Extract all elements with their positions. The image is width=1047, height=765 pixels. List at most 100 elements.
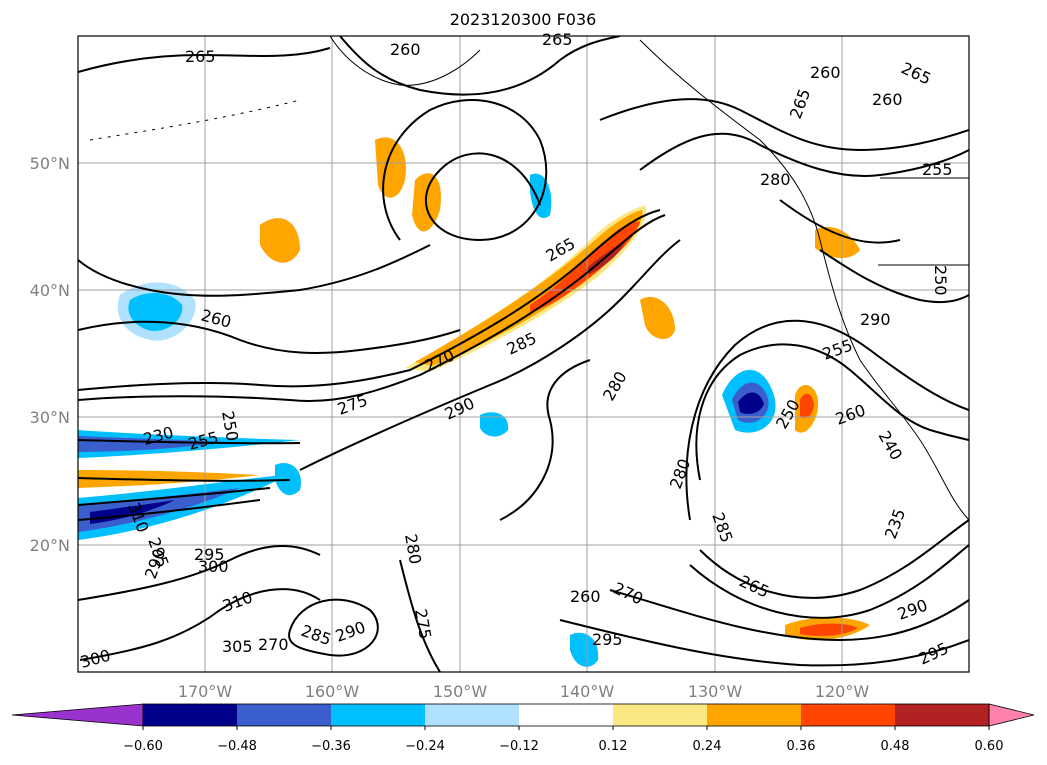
contour-line	[599, 98, 969, 152]
colorbar-tick-label: 0.48	[881, 739, 910, 754]
colorbar-swatch	[237, 704, 332, 726]
colorbar-swatch	[707, 704, 802, 726]
colorbar-tick-label: 0.60	[975, 739, 1004, 754]
colorbar-tick-label: −0.12	[499, 739, 539, 754]
colorbar-frame	[142, 703, 990, 727]
colorbar-swatch	[801, 704, 896, 726]
positive-patch-south-core	[800, 623, 858, 636]
negative-band-south-core	[78, 488, 240, 532]
lat-tick-label: 20°N	[30, 536, 70, 555]
lon-tick-label: 120°W	[815, 682, 870, 701]
figure-title: 2023120300 F036	[450, 10, 597, 29]
contour-label: 295	[592, 630, 623, 649]
colorbar-extend-low	[11, 703, 144, 727]
lat-tick-labels: 50°N 40°N 30°N 20°N	[30, 154, 70, 555]
contour-label: 295	[194, 545, 225, 564]
contour-line	[299, 239, 681, 471]
colorbar-extend-high	[988, 703, 1035, 727]
contour-line	[79, 588, 321, 661]
contour-line	[382, 99, 548, 242]
positive-blob-coast-core	[800, 393, 814, 419]
colorbar-swatch	[895, 704, 990, 726]
contour-label: 270	[258, 635, 289, 654]
contour-label: 300	[198, 557, 229, 576]
positive-shading-inner	[530, 221, 640, 312]
contour-line	[78, 320, 461, 354]
lat-tick-label: 50°N	[30, 154, 70, 173]
colorbar-tick-label: 0.12	[599, 739, 628, 754]
contour-label: 305	[222, 637, 253, 656]
lat-tick-label: 30°N	[30, 408, 70, 427]
contour-line	[779, 199, 901, 244]
contour-label: 255	[922, 160, 953, 179]
negative-blob-offshore-core	[738, 392, 764, 414]
contour-line	[699, 519, 969, 599]
contour-line	[399, 559, 441, 672]
contour-line	[288, 598, 379, 657]
contour-label: 260	[570, 587, 601, 606]
colorbar-tick-label: −0.24	[405, 739, 445, 754]
contour-line	[78, 477, 291, 482]
contour-line	[499, 359, 591, 521]
gridlines	[78, 36, 969, 672]
colorbar-swatch	[613, 704, 708, 726]
contour-label: 260	[810, 63, 841, 82]
contour-label: 290	[860, 310, 891, 329]
contour-line	[78, 487, 271, 506]
map-background	[78, 36, 969, 672]
border-lines	[878, 177, 969, 266]
colorbar-tick-label: 0.36	[787, 739, 816, 754]
coastline-west-coast	[639, 39, 969, 521]
map-frame	[77, 35, 970, 673]
contour-line	[689, 544, 969, 619]
contour-line	[695, 343, 969, 481]
contour-label: 280	[760, 170, 791, 189]
lon-tick-label: 140°W	[560, 682, 615, 701]
contour-label: 265	[542, 30, 573, 49]
contour-line	[78, 439, 301, 445]
contour-line	[78, 209, 661, 391]
colorbar-swatch	[143, 704, 238, 726]
coastline-alaska	[329, 36, 481, 86]
negative-patch-mid	[480, 412, 509, 437]
lat-tick-label: 40°N	[30, 281, 70, 300]
contour-line	[639, 132, 969, 177]
positive-shading-mid	[415, 210, 643, 366]
lon-tick-label: 170°W	[178, 682, 233, 701]
contour-line	[685, 319, 969, 521]
colorbar-swatch	[425, 704, 520, 726]
positive-band-mid	[78, 470, 260, 488]
positive-shading-outer	[405, 205, 647, 372]
contour-label: 265	[185, 47, 216, 66]
lon-tick-label: 130°W	[688, 682, 743, 701]
colorbar-swatch	[519, 704, 614, 726]
contour-line	[819, 249, 969, 304]
map-panel: 265 260 265 260 265 260 255 280 265 260 …	[77, 30, 970, 673]
lon-tick-label: 150°W	[433, 682, 488, 701]
contour-line	[609, 589, 969, 642]
colorbar: −0.60 −0.48 −0.36 −0.24 −0.12 0.12 0.24 0.36 0.4…	[11, 703, 1035, 754]
positive-patch-central	[640, 296, 675, 340]
contour-label: 260	[872, 90, 903, 109]
colorbar-swatch	[331, 704, 426, 726]
contour-line	[78, 214, 666, 402]
positive-patch-nw	[260, 218, 300, 263]
contour-lines	[78, 36, 969, 672]
colorbar-tick-label: 0.24	[693, 739, 722, 754]
contour-line	[78, 244, 431, 297]
coastlines	[89, 36, 969, 521]
contour-line	[78, 499, 261, 521]
contour-line	[78, 544, 321, 601]
colorbar-tick-label: −0.36	[311, 739, 351, 754]
contour-label: 260	[390, 40, 421, 59]
colorbar-tick-label: −0.60	[123, 739, 163, 754]
contour-line	[559, 619, 969, 667]
contour-line	[339, 36, 621, 96]
negative-patch-southcentral	[570, 632, 599, 667]
lon-tick-label: 160°W	[305, 682, 360, 701]
contour-line	[78, 47, 331, 73]
contour-label: 250	[931, 265, 950, 296]
colorbar-tick-label: −0.48	[217, 739, 257, 754]
lon-tick-labels: 170°W 160°W 150°W 140°W 130°W 120°W	[178, 682, 870, 701]
